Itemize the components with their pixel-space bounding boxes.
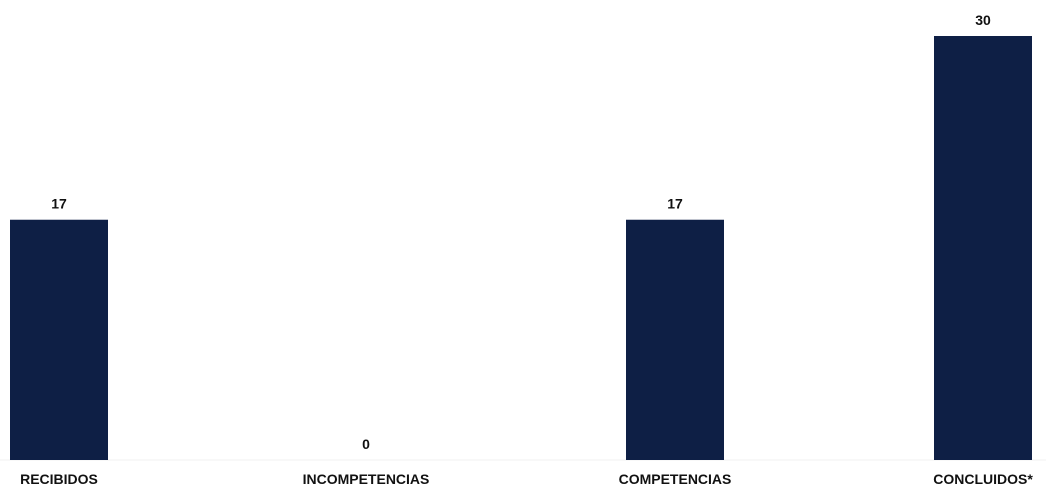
category-label-incompetencias: INCOMPETENCIAS [303, 471, 430, 487]
bar-concluidos [934, 36, 1032, 460]
value-label-concluidos: 30 [975, 12, 991, 28]
bar-recibidos [10, 219, 108, 460]
category-label-concluidos: CONCLUIDOS* [933, 471, 1033, 487]
bars-group [10, 36, 1032, 460]
category-labels-group: RECIBIDOS INCOMPETENCIAS COMPETENCIAS CONCL… [20, 471, 1033, 487]
category-label-recibidos: RECIBIDOS [20, 471, 98, 487]
category-label-competencias: COMPETENCIAS [619, 471, 732, 487]
value-label-competencias: 17 [667, 196, 683, 212]
value-label-recibidos: 17 [51, 196, 67, 212]
value-label-incompetencias: 0 [362, 436, 370, 452]
bar-competencias [626, 219, 724, 460]
value-labels-group: 17 0 17 30 [51, 12, 991, 452]
